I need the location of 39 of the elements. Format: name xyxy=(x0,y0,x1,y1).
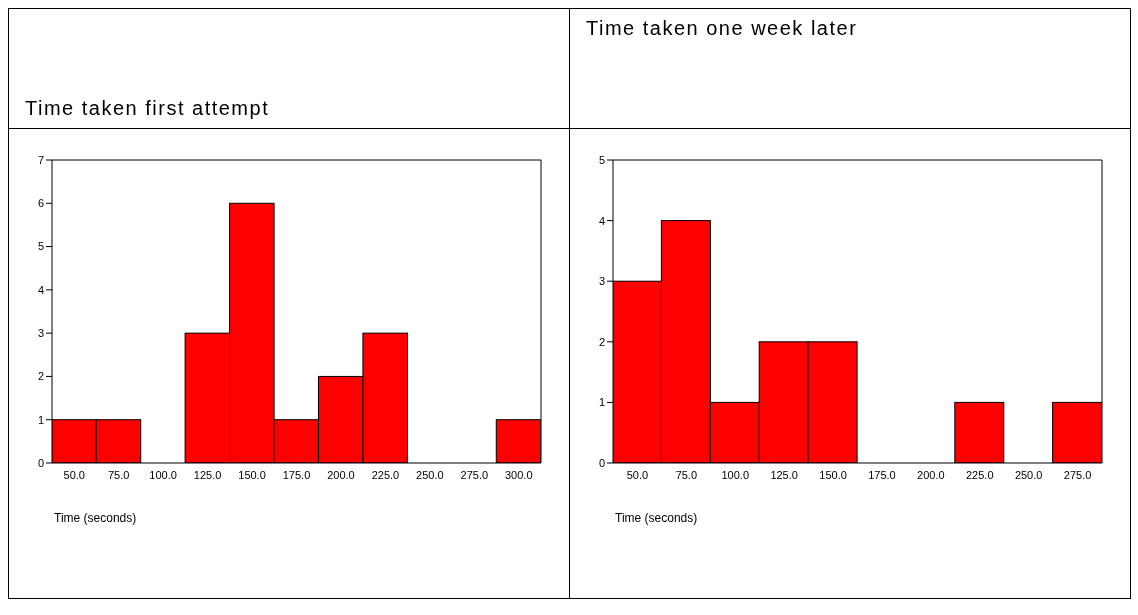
y-tick-label: 3 xyxy=(598,275,605,288)
x-tick-label: 175.0 xyxy=(868,468,896,481)
y-tick-label: 6 xyxy=(37,197,44,210)
x-tick-label: 50.0 xyxy=(63,468,85,481)
y-tick-label: 4 xyxy=(598,214,605,227)
x-axis-title: Time (seconds) xyxy=(53,510,138,525)
y-tick-label: 5 xyxy=(598,153,605,166)
y-tick-label: 5 xyxy=(37,240,44,253)
x-tick-label: 125.0 xyxy=(770,468,798,481)
chart-title: Time taken one week later xyxy=(586,17,858,40)
x-tick-label: 250.0 xyxy=(416,468,444,481)
x-tick-label: 225.0 xyxy=(371,468,400,481)
x-tick-label: 100.0 xyxy=(721,468,750,481)
x-tick-label: 75.0 xyxy=(107,468,130,481)
x-tick-label: 125.0 xyxy=(193,468,222,481)
y-tick-label: 1 xyxy=(37,413,44,426)
x-tick-label: 225.0 xyxy=(965,468,994,481)
y-tick-label: 0 xyxy=(37,456,44,469)
x-tick-label: 300.0 xyxy=(505,468,533,481)
y-tick-label: 7 xyxy=(37,153,44,166)
x-tick-label: 275.0 xyxy=(460,468,489,481)
x-tick-label: 150.0 xyxy=(819,468,847,481)
x-axis-title: Time (seconds) xyxy=(614,510,699,525)
x-tick-label: 75.0 xyxy=(675,468,698,481)
y-tick-label: 3 xyxy=(37,327,44,340)
x-tick-label: 200.0 xyxy=(917,468,945,481)
x-tick-label: 200.0 xyxy=(327,468,355,481)
y-tick-label: 2 xyxy=(598,335,605,348)
x-tick-label: 175.0 xyxy=(282,468,311,481)
x-tick-label: 250.0 xyxy=(1014,468,1043,481)
y-tick-label: 4 xyxy=(37,283,44,296)
x-tick-label: 100.0 xyxy=(149,468,177,481)
x-tick-label: 50.0 xyxy=(626,468,649,481)
y-tick-label: 1 xyxy=(598,396,605,409)
y-tick-label: 2 xyxy=(37,370,44,383)
chart-title: Time taken first attempt xyxy=(25,97,270,120)
y-tick-label: 0 xyxy=(598,456,605,469)
x-tick-label: 275.0 xyxy=(1063,468,1092,481)
x-tick-label: 150.0 xyxy=(238,468,266,481)
